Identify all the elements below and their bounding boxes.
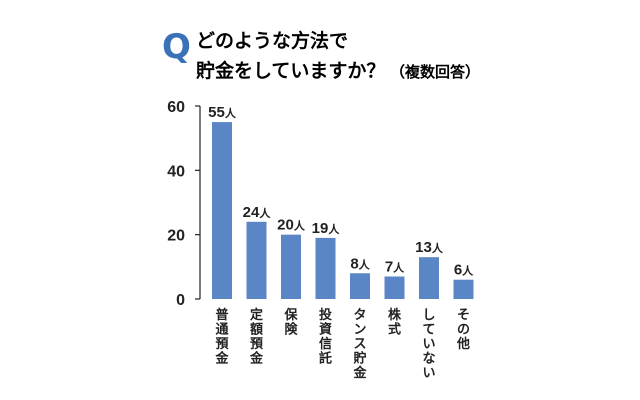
y-tick-label: 0 — [176, 292, 185, 309]
data-label: 55人 — [208, 104, 237, 121]
y-tick-label: 40 — [167, 163, 185, 180]
category-label: 投資信託 — [319, 307, 332, 367]
bar — [350, 273, 370, 299]
data-label: 24人 — [243, 204, 272, 221]
category-label: タンス貯金 — [352, 308, 367, 381]
data-label: 20人 — [277, 217, 306, 234]
q-mark: Q — [162, 27, 191, 67]
bar — [384, 276, 405, 299]
category-label: していない — [422, 308, 435, 381]
y-axis-ticks: 0 20 40 60 — [167, 99, 200, 309]
question-header: Q どのような方法で 貯金をしていますか？ （複数回答） — [162, 27, 480, 82]
bar — [212, 122, 232, 299]
bar — [315, 237, 336, 299]
question-line-1: どのような方法で — [196, 29, 348, 52]
category-label: 普通預金 — [214, 307, 229, 367]
bar — [246, 221, 267, 299]
category-label: その他 — [456, 308, 470, 352]
category-label: 株式 — [388, 307, 402, 338]
bar — [281, 234, 301, 299]
data-label: 19人 — [312, 220, 341, 237]
data-label: 7人 — [385, 258, 405, 275]
y-tick-label: 60 — [167, 99, 185, 116]
bar — [453, 279, 474, 299]
data-label: 13人 — [415, 239, 444, 256]
bar — [419, 257, 439, 299]
category-label: 定額預金 — [249, 307, 264, 367]
question-note: （複数回答） — [390, 63, 480, 81]
data-label: 6人 — [454, 262, 474, 279]
y-tick-label: 20 — [167, 228, 185, 245]
data-label: 8人 — [350, 255, 370, 272]
question-line-2: 貯金をしていますか？ — [196, 59, 385, 82]
category-label: 保険 — [283, 307, 298, 338]
